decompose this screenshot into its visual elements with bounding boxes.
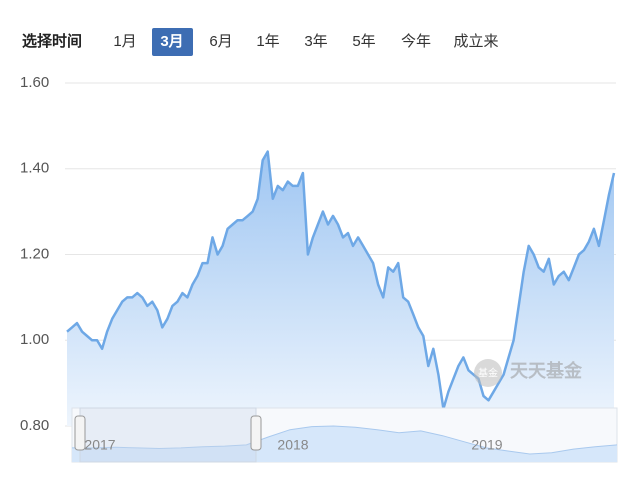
selected-option-bg — [152, 28, 193, 56]
watermark: 基金 天天基金 — [474, 359, 583, 387]
time-option[interactable]: 成立来 — [453, 33, 498, 50]
time-option[interactable]: 6月 — [209, 33, 232, 50]
time-option[interactable]: 3月 — [160, 33, 183, 50]
line — [66, 150, 616, 411]
watermark-logo — [474, 359, 502, 387]
time-option[interactable]: 1年 — [256, 33, 279, 50]
time-option[interactable]: 今年 — [401, 33, 431, 50]
y-tick-label: 1.40 — [20, 160, 49, 177]
navigator-area — [72, 426, 617, 462]
navigator-line — [72, 425, 618, 455]
y-tick-label: 0.80 — [20, 417, 49, 434]
time-option[interactable]: 1月 — [113, 33, 136, 50]
navigator-handle[interactable] — [250, 415, 262, 451]
y-tick-label: 1.20 — [20, 245, 49, 262]
toolbar-label: 选择时间 — [22, 32, 82, 50]
area — [67, 151, 614, 426]
navigator-year-label: 2019 — [471, 437, 502, 453]
time-option[interactable]: 5年 — [352, 33, 375, 50]
navigator-handle[interactable] — [74, 415, 86, 451]
navigator-year-label: 2018 — [277, 437, 308, 453]
watermark-text: 天天基金 — [510, 360, 583, 381]
y-tick-label: 1.00 — [20, 331, 49, 348]
navigator-year-label: 2017 — [84, 437, 115, 453]
navigator-selection[interactable] — [79, 407, 257, 463]
time-option[interactable]: 3年 — [304, 33, 327, 50]
watermark-logo-text: 基金 — [478, 367, 498, 380]
y-tick-label: 1.60 — [20, 74, 49, 91]
